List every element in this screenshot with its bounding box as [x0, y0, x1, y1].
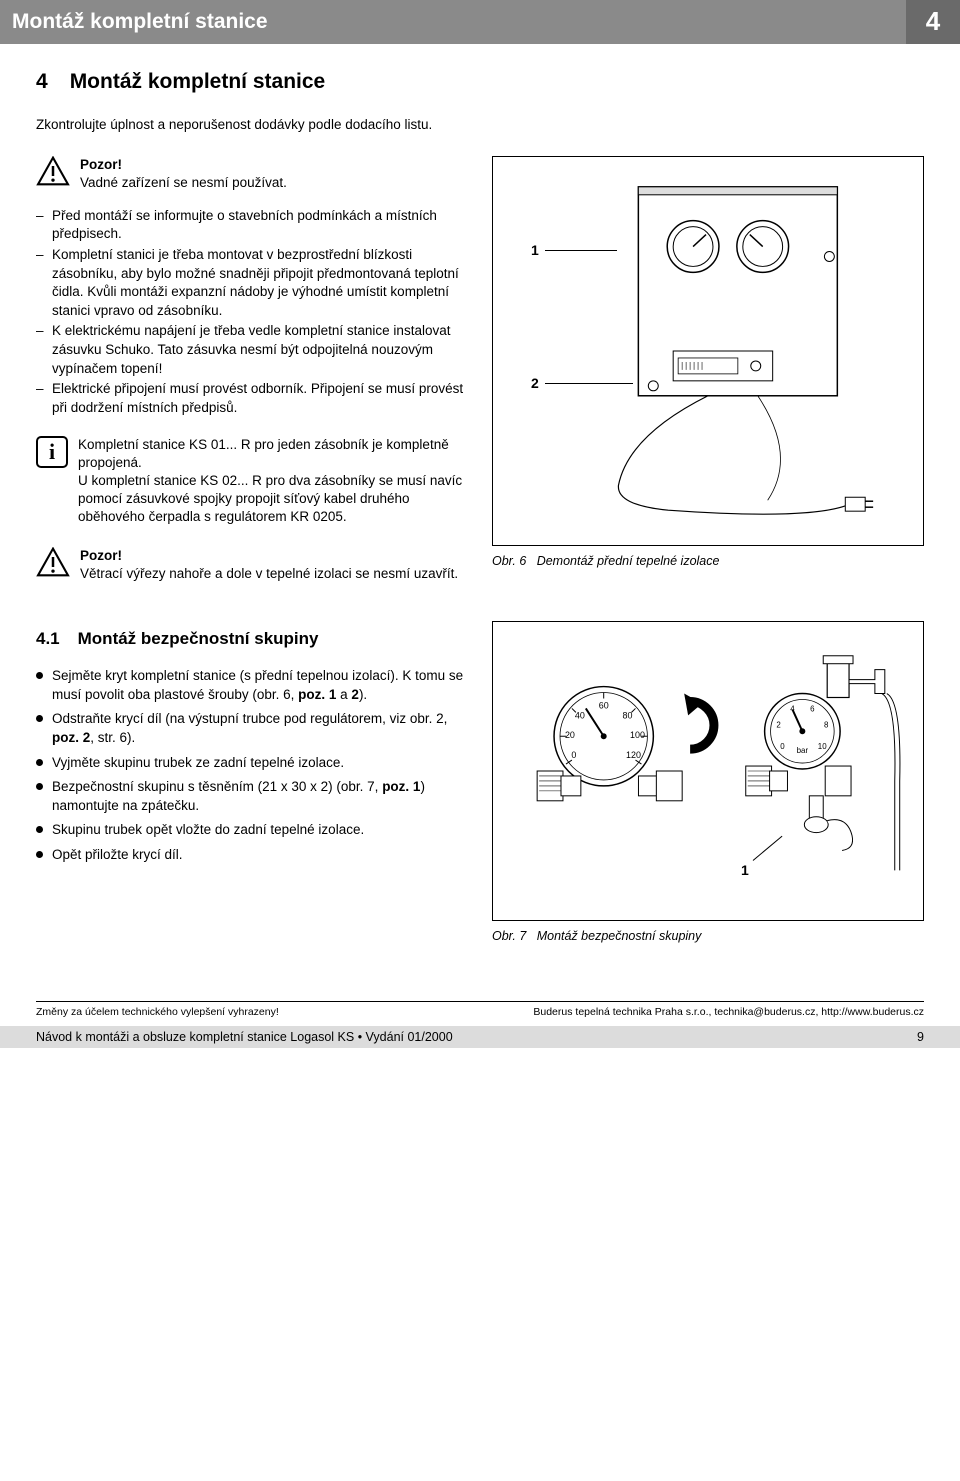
svg-text:120: 120	[626, 750, 641, 760]
svg-text:0: 0	[571, 750, 576, 760]
section-title: Montáž kompletní stanice	[70, 70, 326, 93]
bullet-item: Bezpečnostní skupinu s těsněním (21 x 30…	[36, 778, 466, 815]
page-footer-1: Změny za účelem technického vylepšení vy…	[36, 1001, 924, 1018]
svg-text:40: 40	[575, 710, 585, 720]
page-header-chapter: 4	[906, 0, 960, 44]
svg-text:6: 6	[810, 704, 815, 713]
bullet-item: Sejměte kryt kompletní stanice (s přední…	[36, 667, 466, 704]
page-number: 9	[917, 1030, 924, 1044]
svg-text:100: 100	[630, 730, 645, 740]
warning-text: Vadné zařízení se nesmí používat.	[80, 175, 287, 190]
dash-item: K elektrickému napájení je třeba vedle k…	[36, 322, 466, 378]
warning-title: Pozor!	[80, 157, 122, 172]
section-heading-4: 4 Montáž kompletní stanice	[36, 70, 924, 94]
dash-item: Kompletní stanici je třeba montovat v be…	[36, 246, 466, 321]
instruction-list-bullets: Sejměte kryt kompletní stanice (s přední…	[36, 667, 466, 865]
svg-text:8: 8	[824, 720, 829, 729]
figure-6-caption: Obr. 6 Demontáž přední tepelné izolace	[492, 554, 924, 568]
subsection-num: 4.1	[36, 629, 60, 648]
figure-6: 1 2	[492, 156, 924, 546]
dash-item: Před montáží se informujte o stavebních …	[36, 207, 466, 244]
figure-callout-2: 2	[531, 375, 539, 391]
figure-callout-1: 1	[741, 862, 749, 878]
svg-text:80: 80	[623, 710, 633, 720]
bullet-item: Opět přiložte krycí díl.	[36, 846, 466, 865]
svg-text:10: 10	[818, 742, 827, 751]
dash-item: Elektrické připojení musí provést odborn…	[36, 380, 466, 417]
warning-block-2: Pozor! Větrací výřezy nahoře a dole v te…	[36, 547, 466, 583]
page-footer-2: Návod k montáži a obsluze kompletní stan…	[0, 1026, 960, 1048]
warning-icon	[36, 156, 70, 186]
warning-block-1: Pozor! Vadné zařízení se nesmí používat.	[36, 156, 466, 192]
instruction-list-dash: Před montáží se informujte o stavebních …	[36, 207, 466, 418]
svg-text:bar: bar	[797, 746, 809, 755]
page-header: Montáž kompletní stanice 4	[0, 0, 960, 44]
intro-paragraph: Zkontrolujte úplnost a neporušenost dodá…	[36, 116, 466, 134]
svg-text:20: 20	[565, 730, 575, 740]
bullet-item: Skupinu trubek opět vložte do zadní tepe…	[36, 821, 466, 840]
info-text: Kompletní stanice KS 01... R pro jeden z…	[78, 436, 466, 527]
warning-title: Pozor!	[80, 548, 122, 563]
warning-icon	[36, 547, 70, 577]
warning-text: Větrací výřezy nahoře a dole v tepelné i…	[80, 566, 458, 581]
figure-callout-1: 1	[531, 242, 539, 258]
figure-7-caption: Obr. 7 Montáž bezpečnostní skupiny	[492, 929, 924, 943]
info-block-1: i Kompletní stanice KS 01... R pro jeden…	[36, 436, 466, 527]
subsection-heading-4-1: 4.1 Montáž bezpečnostní skupiny	[36, 629, 466, 649]
page-header-title: Montáž kompletní stanice	[0, 0, 906, 44]
section-num: 4	[36, 70, 48, 93]
footer2-left: Návod k montáži a obsluze kompletní stan…	[36, 1030, 453, 1044]
svg-text:2: 2	[776, 720, 781, 729]
svg-text:0: 0	[780, 742, 785, 751]
info-icon: i	[36, 436, 68, 468]
bullet-item: Odstraňte krycí díl (na výstupní trubce …	[36, 710, 466, 747]
subsection-title: Montáž bezpečnostní skupiny	[78, 629, 319, 648]
bullet-item: Vyjměte skupinu trubek ze zadní tepelné …	[36, 754, 466, 773]
svg-text:60: 60	[599, 700, 609, 710]
footer-right: Buderus tepelná technika Praha s.r.o., t…	[533, 1006, 924, 1018]
footer-left: Změny za účelem technického vylepšení vy…	[36, 1006, 279, 1018]
figure-7: 0 20 40 60 80 100 120	[492, 621, 924, 921]
